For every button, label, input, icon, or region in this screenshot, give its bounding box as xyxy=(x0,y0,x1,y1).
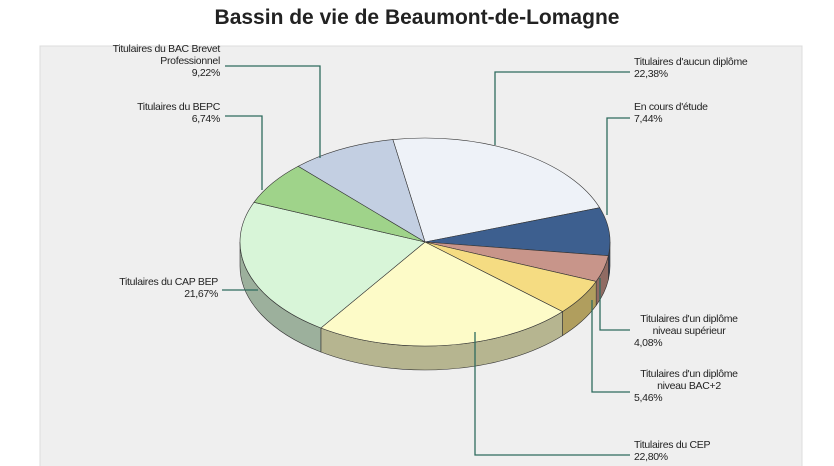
pie-slice xyxy=(297,139,426,243)
leader-line xyxy=(494,71,630,145)
slice-value: 9,22% xyxy=(191,67,221,79)
slice-name: Titulaires du BAC Brevet Professionnel xyxy=(112,43,221,67)
pie-slice xyxy=(320,241,564,347)
slice-value: 5,46% xyxy=(634,392,663,404)
leader-line xyxy=(591,300,630,393)
chart-title: Bassin de vie de Beaumont-de-Lomagne xyxy=(214,6,620,29)
slice-label: En cours d'étude 7,44% xyxy=(634,101,774,125)
leader-line xyxy=(474,332,630,456)
slice-value: 22,80% xyxy=(634,451,668,463)
slice-label: Titulaires du BEPC 6,74% xyxy=(60,101,220,125)
slice-name: Titulaires du BEPC xyxy=(137,101,220,113)
slice-label: Titulaires du BAC Brevet Professionnel 9,… xyxy=(60,43,221,79)
slice-name: Titulaires du CEP xyxy=(634,439,711,451)
slice-label: Titulaires du CEP 22,80% xyxy=(634,439,774,463)
slice-value: 7,44% xyxy=(634,113,663,125)
leader-line xyxy=(225,65,321,158)
slice-name: Titulaires du CAP BEP xyxy=(119,276,218,288)
slice-label: Titulaires d'un diplôme niveau supérieur… xyxy=(634,313,744,349)
pie-slice xyxy=(392,137,601,243)
slice-label: Titulaires d'un diplôme niveau BAC+2 5,46… xyxy=(634,368,744,404)
slice-name: En cours d'étude xyxy=(634,101,708,113)
pie-slice xyxy=(239,201,426,329)
slice-value: 21,67% xyxy=(184,288,218,300)
slice-name: Titulaires d'un diplôme niveau supérieur xyxy=(640,313,738,337)
leader-line xyxy=(606,117,630,215)
slice-label: Titulaires d'aucun diplôme 22,38% xyxy=(634,56,774,80)
slice-name: Titulaires d'aucun diplôme xyxy=(634,56,748,68)
slice-value: 4,08% xyxy=(634,337,663,349)
slice-label: Titulaires du CAP BEP 21,67% xyxy=(60,276,218,300)
leader-line xyxy=(225,115,263,190)
leader-line xyxy=(599,278,630,331)
slice-name: Titulaires d'un diplôme niveau BAC+2 xyxy=(640,368,738,392)
slice-value: 22,38% xyxy=(634,68,668,80)
slice-value: 6,74% xyxy=(191,113,221,125)
